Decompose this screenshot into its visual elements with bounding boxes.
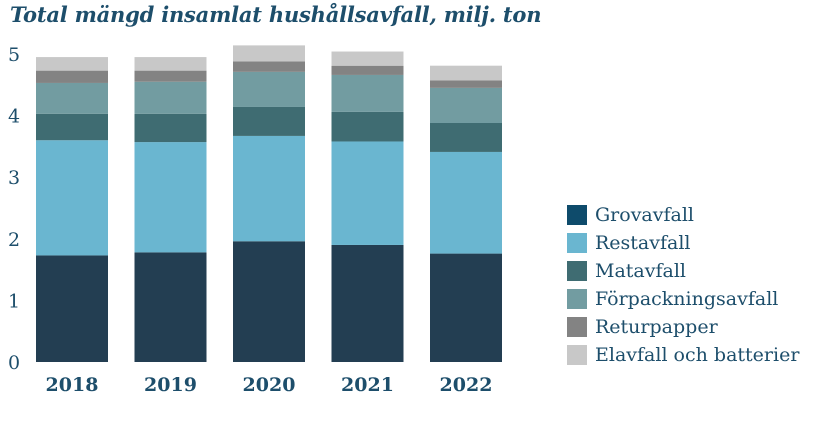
bar-segment	[331, 65, 404, 75]
legend-swatch	[567, 317, 587, 337]
bar-segment	[430, 87, 502, 123]
legend-label: Matavfall	[595, 260, 686, 282]
x-tick-label: 2018	[46, 374, 99, 396]
bar-stack-2021	[331, 51, 404, 362]
bar-segment	[430, 80, 502, 88]
bar-segment	[331, 141, 404, 245]
legend-label: Restavfall	[595, 232, 691, 254]
bar-segment	[430, 65, 502, 81]
legend-item: Matavfall	[567, 257, 799, 285]
legend-label: Elavfall och batterier	[595, 344, 800, 366]
bar-segment	[331, 244, 404, 362]
x-axis-labels: 2018 2019 2020 2021 2022	[46, 374, 493, 396]
bar-stack-2020	[233, 45, 305, 362]
bar-segment	[331, 111, 404, 142]
x-tick-label: 2020	[243, 374, 296, 396]
x-tick-label: 2022	[440, 374, 493, 396]
legend-label: Förpackningsavfall	[595, 288, 779, 310]
bar-segment	[331, 51, 404, 66]
bars	[36, 45, 502, 362]
legend-label: Returpapper	[595, 316, 718, 338]
bar-segment	[134, 70, 207, 82]
bar-segment	[233, 241, 305, 362]
y-tick-label: 1	[8, 290, 20, 312]
y-tick-label: 5	[8, 44, 20, 66]
y-tick-label: 0	[8, 352, 20, 374]
bar-segment	[233, 71, 305, 107]
legend-item: Returpapper	[567, 313, 799, 341]
legend-item: Restavfall	[567, 229, 799, 257]
legend-label: Grovavfall	[595, 204, 695, 226]
legend-swatch	[567, 205, 587, 225]
bar-segment	[134, 142, 207, 253]
bar-segment	[430, 253, 502, 362]
y-tick-label: 4	[8, 106, 20, 128]
bar-stack-2018	[36, 57, 108, 362]
bar-stack-2019	[134, 57, 207, 362]
x-tick-label: 2021	[341, 374, 394, 396]
bar-segment	[36, 113, 108, 141]
bar-segment	[331, 74, 404, 112]
bar-segment	[233, 61, 305, 72]
bar-segment	[36, 140, 108, 256]
y-tick-label: 2	[8, 229, 20, 251]
bar-segment	[134, 113, 207, 143]
bar-segment	[36, 82, 108, 114]
legend: Grovavfall Restavfall Matavfall Förpackning…	[567, 201, 799, 369]
legend-swatch	[567, 233, 587, 253]
bar-segment	[134, 57, 207, 71]
bar-segment	[233, 45, 305, 62]
bar-segment	[36, 70, 108, 83]
bar-segment	[233, 135, 305, 242]
chart-title: Total mängd insamlat hushållsavfall, mil…	[10, 2, 542, 27]
legend-swatch	[567, 345, 587, 365]
bar-segment	[36, 255, 108, 362]
bar-segment	[430, 151, 502, 254]
x-tick-label: 2019	[144, 374, 197, 396]
bar-segment	[233, 106, 305, 136]
bar-segment	[134, 81, 207, 114]
legend-item: Elavfall och batterier	[567, 341, 799, 369]
legend-item: Grovavfall	[567, 201, 799, 229]
legend-item: Förpackningsavfall	[567, 285, 799, 313]
bar-stack-2022	[430, 65, 502, 362]
legend-swatch	[567, 289, 587, 309]
bar-segment	[134, 252, 207, 362]
y-axis-ticks: 0 1 2 3 4 5	[8, 44, 20, 374]
legend-swatch	[567, 261, 587, 281]
bar-segment	[430, 122, 502, 152]
bar-segment	[36, 57, 108, 71]
y-tick-label: 3	[8, 167, 20, 189]
